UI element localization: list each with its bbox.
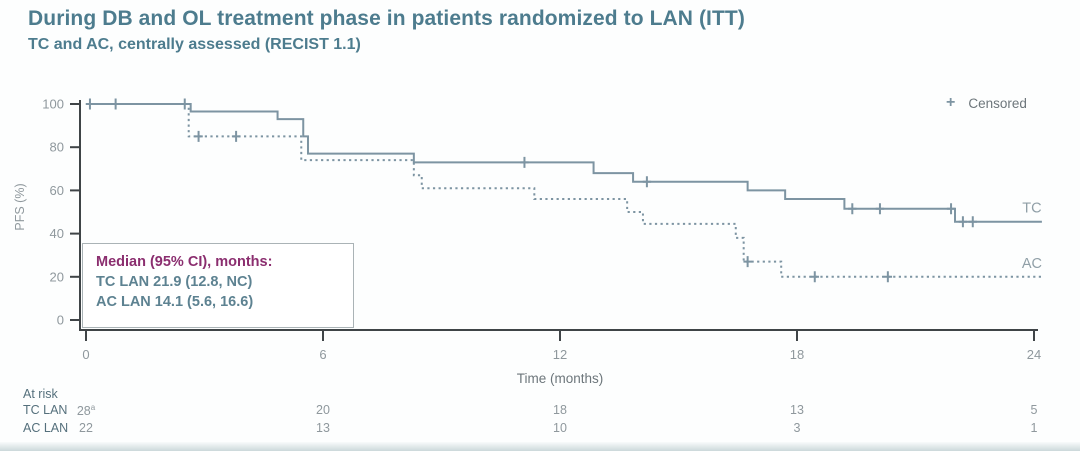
y-tick-label: 80 (50, 140, 64, 155)
at-risk-value: 28a (76, 403, 96, 419)
tc-survival-curve (86, 103, 1042, 223)
at-risk-row-name: TC LAN (23, 403, 68, 417)
at-risk-row-tc-lan: TC LAN 28a 20 18 13 5 (0, 403, 1080, 419)
at-risk-value: 20 (316, 403, 330, 417)
page-subtitle: TC and AC, centrally assessed (RECIST 1.… (28, 36, 361, 53)
at-risk-value: 3 (793, 421, 801, 435)
x-tick-label: 6 (319, 347, 326, 362)
legend-censored: + Censored (946, 95, 1027, 111)
footnote-marker: a (90, 403, 96, 412)
y-axis-label: PFS (%) (13, 183, 27, 231)
series-label-ac: AC (1022, 256, 1042, 272)
page-title: During DB and OL treatment phase in pati… (28, 7, 745, 30)
x-tick-label: 24 (1027, 347, 1041, 362)
x-tick-label: 18 (790, 347, 804, 362)
x-axis-label: Time (months) (516, 371, 604, 386)
median-heading: Median (95% CI), months: (96, 254, 273, 270)
y-tick-label: 100 (42, 97, 64, 112)
ac-censor-marks (194, 130, 893, 283)
series-label-tc: TC (1022, 201, 1041, 217)
x-tick-label: 12 (553, 347, 567, 362)
at-risk-row-name: AC LAN (23, 421, 69, 435)
legend-censored-label: Censored (968, 95, 1027, 111)
at-risk-value: 10 (553, 421, 567, 435)
bottom-band-decoration (0, 442, 1080, 451)
y-tick-label: 20 (50, 269, 64, 284)
median-line-ac: AC LAN 14.1 (5.6, 16.6) (96, 294, 254, 310)
at-risk-value: 5 (1030, 403, 1038, 417)
ac-survival-curve (86, 103, 1042, 278)
median-annotation-box: Median (95% CI), months: TC LAN 21.9 (12… (82, 243, 354, 328)
at-risk-value: 13 (790, 403, 804, 417)
censor-plus-icon: + (946, 94, 956, 111)
x-tick-label: 0 (82, 347, 89, 362)
at-risk-row-ac-lan: AC LAN 22 13 10 3 1 (0, 421, 1080, 435)
at-risk-label: At risk (23, 387, 58, 401)
y-tick-label: 60 (50, 183, 64, 198)
at-risk-value: 13 (316, 421, 330, 435)
y-tick-label: 0 (57, 313, 64, 328)
at-risk-value: 18 (553, 403, 567, 417)
at-risk-value: 22 (79, 421, 93, 435)
y-tick-label: 40 (50, 226, 64, 241)
at-risk-value: 1 (1030, 421, 1038, 435)
median-line-tc: TC LAN 21.9 (12.8, NC) (96, 274, 253, 290)
